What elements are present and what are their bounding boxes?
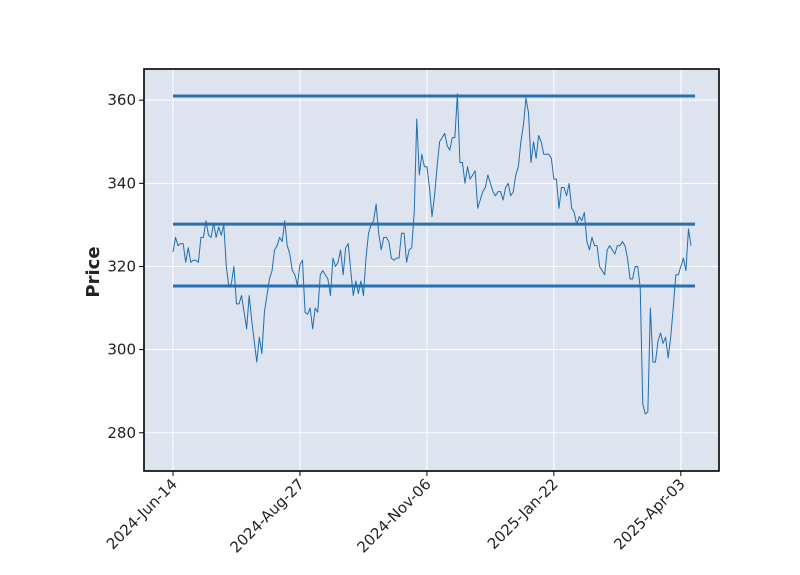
x-axis: 2024-Jun-14 2024-Aug-27 2024-Nov-06 2025-Ja… (103, 471, 689, 556)
x-tick-label: 2025-Jan-22 (484, 475, 562, 553)
horizontal-levels (173, 94, 695, 288)
y-tick-label: 280 (107, 424, 136, 442)
plot-background (144, 69, 719, 471)
x-tick-label: 2024-Aug-27 (226, 475, 307, 556)
y-axis-label: Price (83, 246, 104, 297)
x-tick-label: 2025-Apr-03 (610, 475, 688, 553)
y-tick-label: 300 (107, 341, 136, 359)
y-tick-label: 360 (107, 91, 136, 109)
series-group (172, 93, 692, 415)
price-series-line (172, 93, 692, 415)
x-tick-label: 2024-Jun-14 (103, 475, 181, 553)
plot-frame (143, 68, 720, 472)
y-tick-label: 320 (107, 257, 136, 275)
gridlines (144, 69, 719, 471)
y-tick-label: 340 (107, 174, 136, 192)
y-axis: 280 300 320 340 360 (107, 91, 144, 442)
x-tick-label: 2024-Nov-06 (353, 475, 434, 556)
